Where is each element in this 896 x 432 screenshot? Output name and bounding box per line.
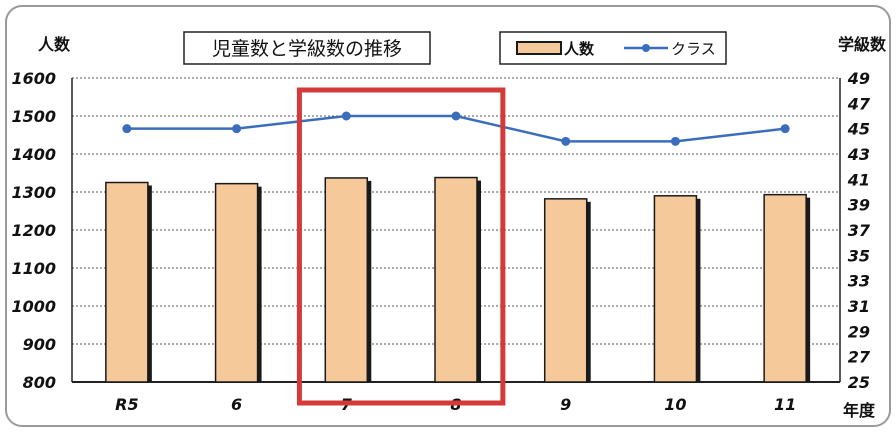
chart-title-box — [183, 31, 431, 65]
bar — [434, 176, 478, 383]
legend-line-marker — [642, 44, 650, 52]
x-tick-label: R5 — [115, 395, 138, 414]
bar — [653, 195, 698, 383]
x-tick-label: 9 — [560, 395, 571, 414]
y-right-tick-label: 33 — [848, 272, 870, 291]
legend-bar-label: 人数 — [564, 40, 595, 58]
line-point — [780, 124, 790, 134]
line-point — [670, 136, 680, 146]
highlight-box — [296, 87, 506, 406]
y-left-tick-label: 1100 — [11, 259, 56, 278]
bar — [324, 177, 369, 383]
y-left-tick-label: 1300 — [11, 183, 56, 202]
bar — [105, 181, 149, 383]
legend: 人数 クラス — [499, 31, 727, 65]
y-right-tick-label: 41 — [847, 170, 870, 189]
y-right-tick-label: 43 — [847, 145, 870, 164]
y-right-axis-label: 学級数 — [838, 35, 887, 54]
chart-title: 児童数と学級数の推移 — [212, 38, 402, 60]
y-right-tick-label: 27 — [848, 348, 871, 367]
line-point — [341, 111, 351, 121]
line-point — [232, 124, 242, 134]
y-right-tick-label: 45 — [847, 120, 870, 139]
y-right-tick-label: 25 — [848, 373, 870, 392]
line-point — [122, 124, 132, 134]
y-left-tick-label: 1500 — [11, 107, 56, 126]
y-left-tick-label: 900 — [23, 335, 56, 354]
x-tick-label: 11 — [774, 395, 796, 414]
y-right-tick-label: 29 — [848, 322, 870, 341]
y-right-tick-label: 37 — [848, 221, 871, 240]
y-right-tick-label: 35 — [848, 246, 870, 265]
y-right-tick-label: 39 — [848, 196, 870, 215]
x-tick-label: 10 — [664, 395, 686, 414]
y-left-tick-label: 800 — [23, 373, 56, 392]
legend-line-label: クラス — [671, 40, 716, 58]
y-left-tick-label: 1000 — [11, 297, 56, 316]
y-right-tick-label: 47 — [847, 94, 871, 113]
y-left-tick-label: 1200 — [11, 221, 56, 240]
x-axis-label: 年度 — [843, 401, 876, 420]
x-tick-label: 6 — [231, 395, 242, 414]
bar — [543, 198, 588, 383]
y-right-tick-label: 31 — [848, 297, 870, 316]
y-left-tick-label: 1600 — [11, 69, 56, 88]
y-left-tick-label: 1400 — [11, 145, 56, 164]
bar — [763, 193, 807, 383]
legend-bar-swatch — [516, 41, 562, 55]
line-point — [561, 136, 571, 146]
y-left-axis-label: 人数 — [38, 35, 71, 54]
line-point — [451, 111, 461, 121]
bar — [214, 182, 259, 383]
y-right-tick-label: 49 — [847, 69, 870, 88]
